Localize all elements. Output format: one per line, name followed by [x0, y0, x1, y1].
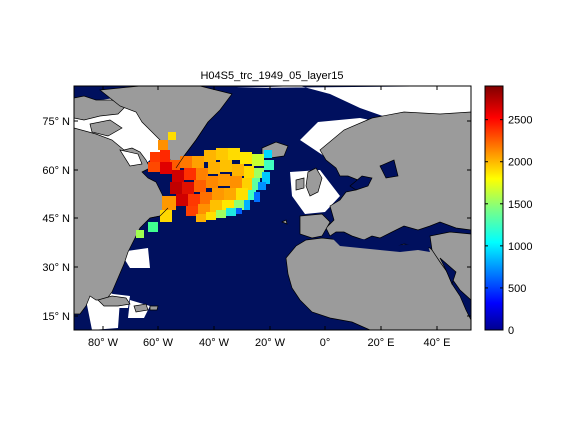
lon-tick-20w: 20° W: [255, 337, 286, 349]
lon-tick-40w: 40° W: [199, 337, 230, 349]
caribbean-islands: [97, 295, 131, 307]
middle-east: [429, 231, 471, 301]
map-frame: [73, 85, 472, 331]
colorbar-tick-label: 2500: [508, 115, 532, 127]
longitude-axis: [102, 86, 438, 330]
land-masses: [74, 86, 471, 330]
colorbar-tick-label: 500: [508, 283, 526, 295]
lon-tick-60w: 60° W: [143, 337, 174, 349]
lon-tick-40e: 40° E: [423, 337, 450, 349]
lat-tick-45n: 45° N: [42, 213, 70, 225]
figure-title: H04S5_trc_1949_05_layer15: [200, 70, 343, 82]
map: [74, 86, 471, 330]
latitude-axis: [74, 120, 471, 317]
lat-tick-30n: 30° N: [42, 262, 70, 274]
colorbar-ticks: 0 500 1000 1500 2000 2500: [485, 115, 532, 337]
lon-tick-0: 0°: [320, 337, 331, 349]
lat-tick-60n: 60° N: [42, 165, 70, 177]
colorbar-tick-label: 1500: [508, 199, 532, 211]
colorbar-tick-label: 0: [508, 325, 514, 337]
lon-tick-80w: 80° W: [88, 337, 119, 349]
colorbar: 0 500 1000 1500 2000 2500: [484, 85, 532, 337]
colorbar-tick-label: 2000: [508, 157, 532, 169]
canadian-arctic: [74, 95, 127, 121]
coastlines: [149, 121, 209, 219]
tracer-field: [136, 132, 274, 238]
colorbar-tick-label: 1000: [508, 241, 532, 253]
colorbar-gradient: [484, 85, 504, 331]
lat-tick-15n: 15° N: [42, 311, 70, 323]
lon-tick-20e: 20° E: [367, 337, 394, 349]
british-isles: [305, 167, 323, 197]
lat-tick-75n: 75° N: [42, 116, 70, 128]
